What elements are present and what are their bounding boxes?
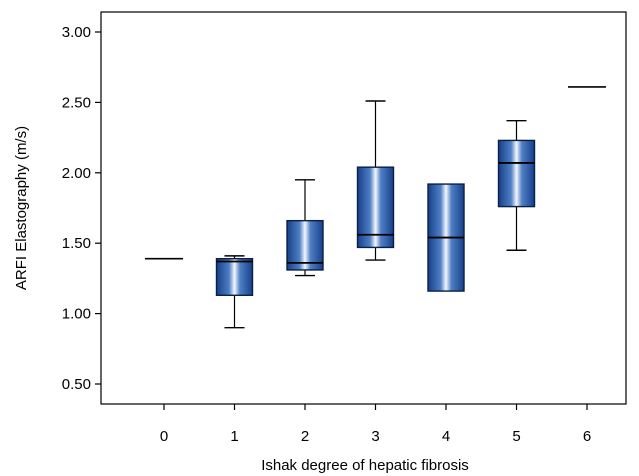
y-tick-label: 1.50 <box>62 235 91 252</box>
x-tick-label: 3 <box>371 428 379 445</box>
box-item <box>427 183 465 292</box>
box-item <box>497 120 536 251</box>
y-tick-label: 3.00 <box>62 24 91 41</box>
x-tick-label: 2 <box>301 428 309 445</box>
x-tick-label: 0 <box>160 428 168 445</box>
x-tick-label: 6 <box>583 428 591 445</box>
x-axis-title: Ishak degree of hepatic fibrosis <box>261 457 469 474</box>
y-axis-title: ARFI Elastography (m/s) <box>13 126 30 290</box>
box-body <box>286 219 324 271</box>
box-item <box>215 255 254 329</box>
y-tick-label: 1.00 <box>62 306 91 323</box>
y-tick-label: 2.00 <box>62 165 91 182</box>
y-tick-label: 2.50 <box>62 94 91 111</box>
y-axis: 0.50 1.00 1.50 2.00 2.50 3.00 <box>62 24 101 393</box>
box-item <box>356 100 395 261</box>
box-body <box>497 139 536 208</box>
x-axis: 0 1 2 3 4 5 6 <box>160 404 591 445</box>
y-tick-label: 0.50 <box>62 376 91 393</box>
box-series <box>145 86 606 329</box>
box-item <box>286 179 324 277</box>
x-tick-label: 1 <box>230 428 238 445</box>
plot-frame <box>100 11 627 405</box>
x-tick-label: 5 <box>512 428 520 445</box>
x-tick-label: 4 <box>442 428 450 445</box>
box-body <box>215 257 254 296</box>
